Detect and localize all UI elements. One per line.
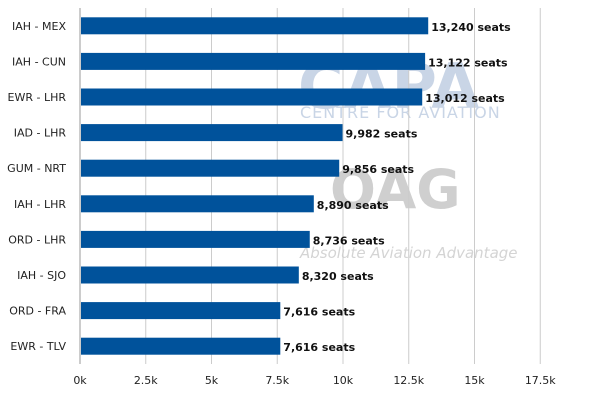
x-tick-label: 5k [205,374,219,387]
category-label: IAH - LHR [14,198,66,211]
x-tick-label: 0k [73,374,87,387]
x-axis-ticks: 0k 2.5k 5k 7.5k 10k 12.5k 15k 17.5k [73,374,556,387]
category-label: EWR - TLV [10,340,66,353]
data-label: 13,240 seats [431,21,511,34]
bar [81,159,340,177]
data-label: 9,856 seats [342,163,414,176]
x-tick-label: 17.5k [525,374,556,387]
bar [81,52,426,70]
category-label: IAH - SJO [17,269,66,282]
category-label: IAH - CUN [12,55,66,68]
data-label: 7,616 seats [283,306,355,319]
data-labels: 13,240 seats 13,122 seats 13,012 seats 9,98… [283,21,511,354]
bar [81,230,310,248]
bar [81,88,423,106]
bar [81,302,281,320]
bar-series [81,17,429,355]
category-label: GUM - NRT [7,162,66,175]
data-label: 9,982 seats [346,128,418,141]
data-label: 8,736 seats [313,234,385,247]
x-tick-label: 2.5k [134,374,158,387]
bar [81,266,299,284]
data-label: 13,122 seats [428,56,508,69]
bar [81,124,343,142]
bar [81,195,314,213]
category-labels: IAH - MEX IAH - CUN EWR - LHR IAD - LHR GUM … [7,20,66,353]
data-label: 13,012 seats [425,92,505,105]
x-tick-label: 10k [333,374,354,387]
oag-watermark-logo: OAG [330,158,461,221]
capa-watermark-name: CENTRE FOR AVIATION [300,103,501,122]
bar [81,337,281,355]
watermark-group: CAPA CENTRE FOR AVIATION OAG Absolute Av… [298,50,518,262]
category-label: ORD - LHR [8,233,66,246]
category-label: EWR - LHR [8,91,67,104]
category-label: IAD - LHR [14,127,67,140]
data-label: 7,616 seats [283,341,355,354]
data-label: 8,890 seats [317,199,389,212]
x-tick-label: 15k [464,374,485,387]
bar [81,17,429,35]
category-label: ORD - FRA [9,305,66,318]
x-tick-label: 12.5k [393,374,424,387]
category-label: IAH - MEX [12,20,66,33]
x-tick-label: 7.5k [265,374,289,387]
data-label: 8,320 seats [302,270,374,283]
